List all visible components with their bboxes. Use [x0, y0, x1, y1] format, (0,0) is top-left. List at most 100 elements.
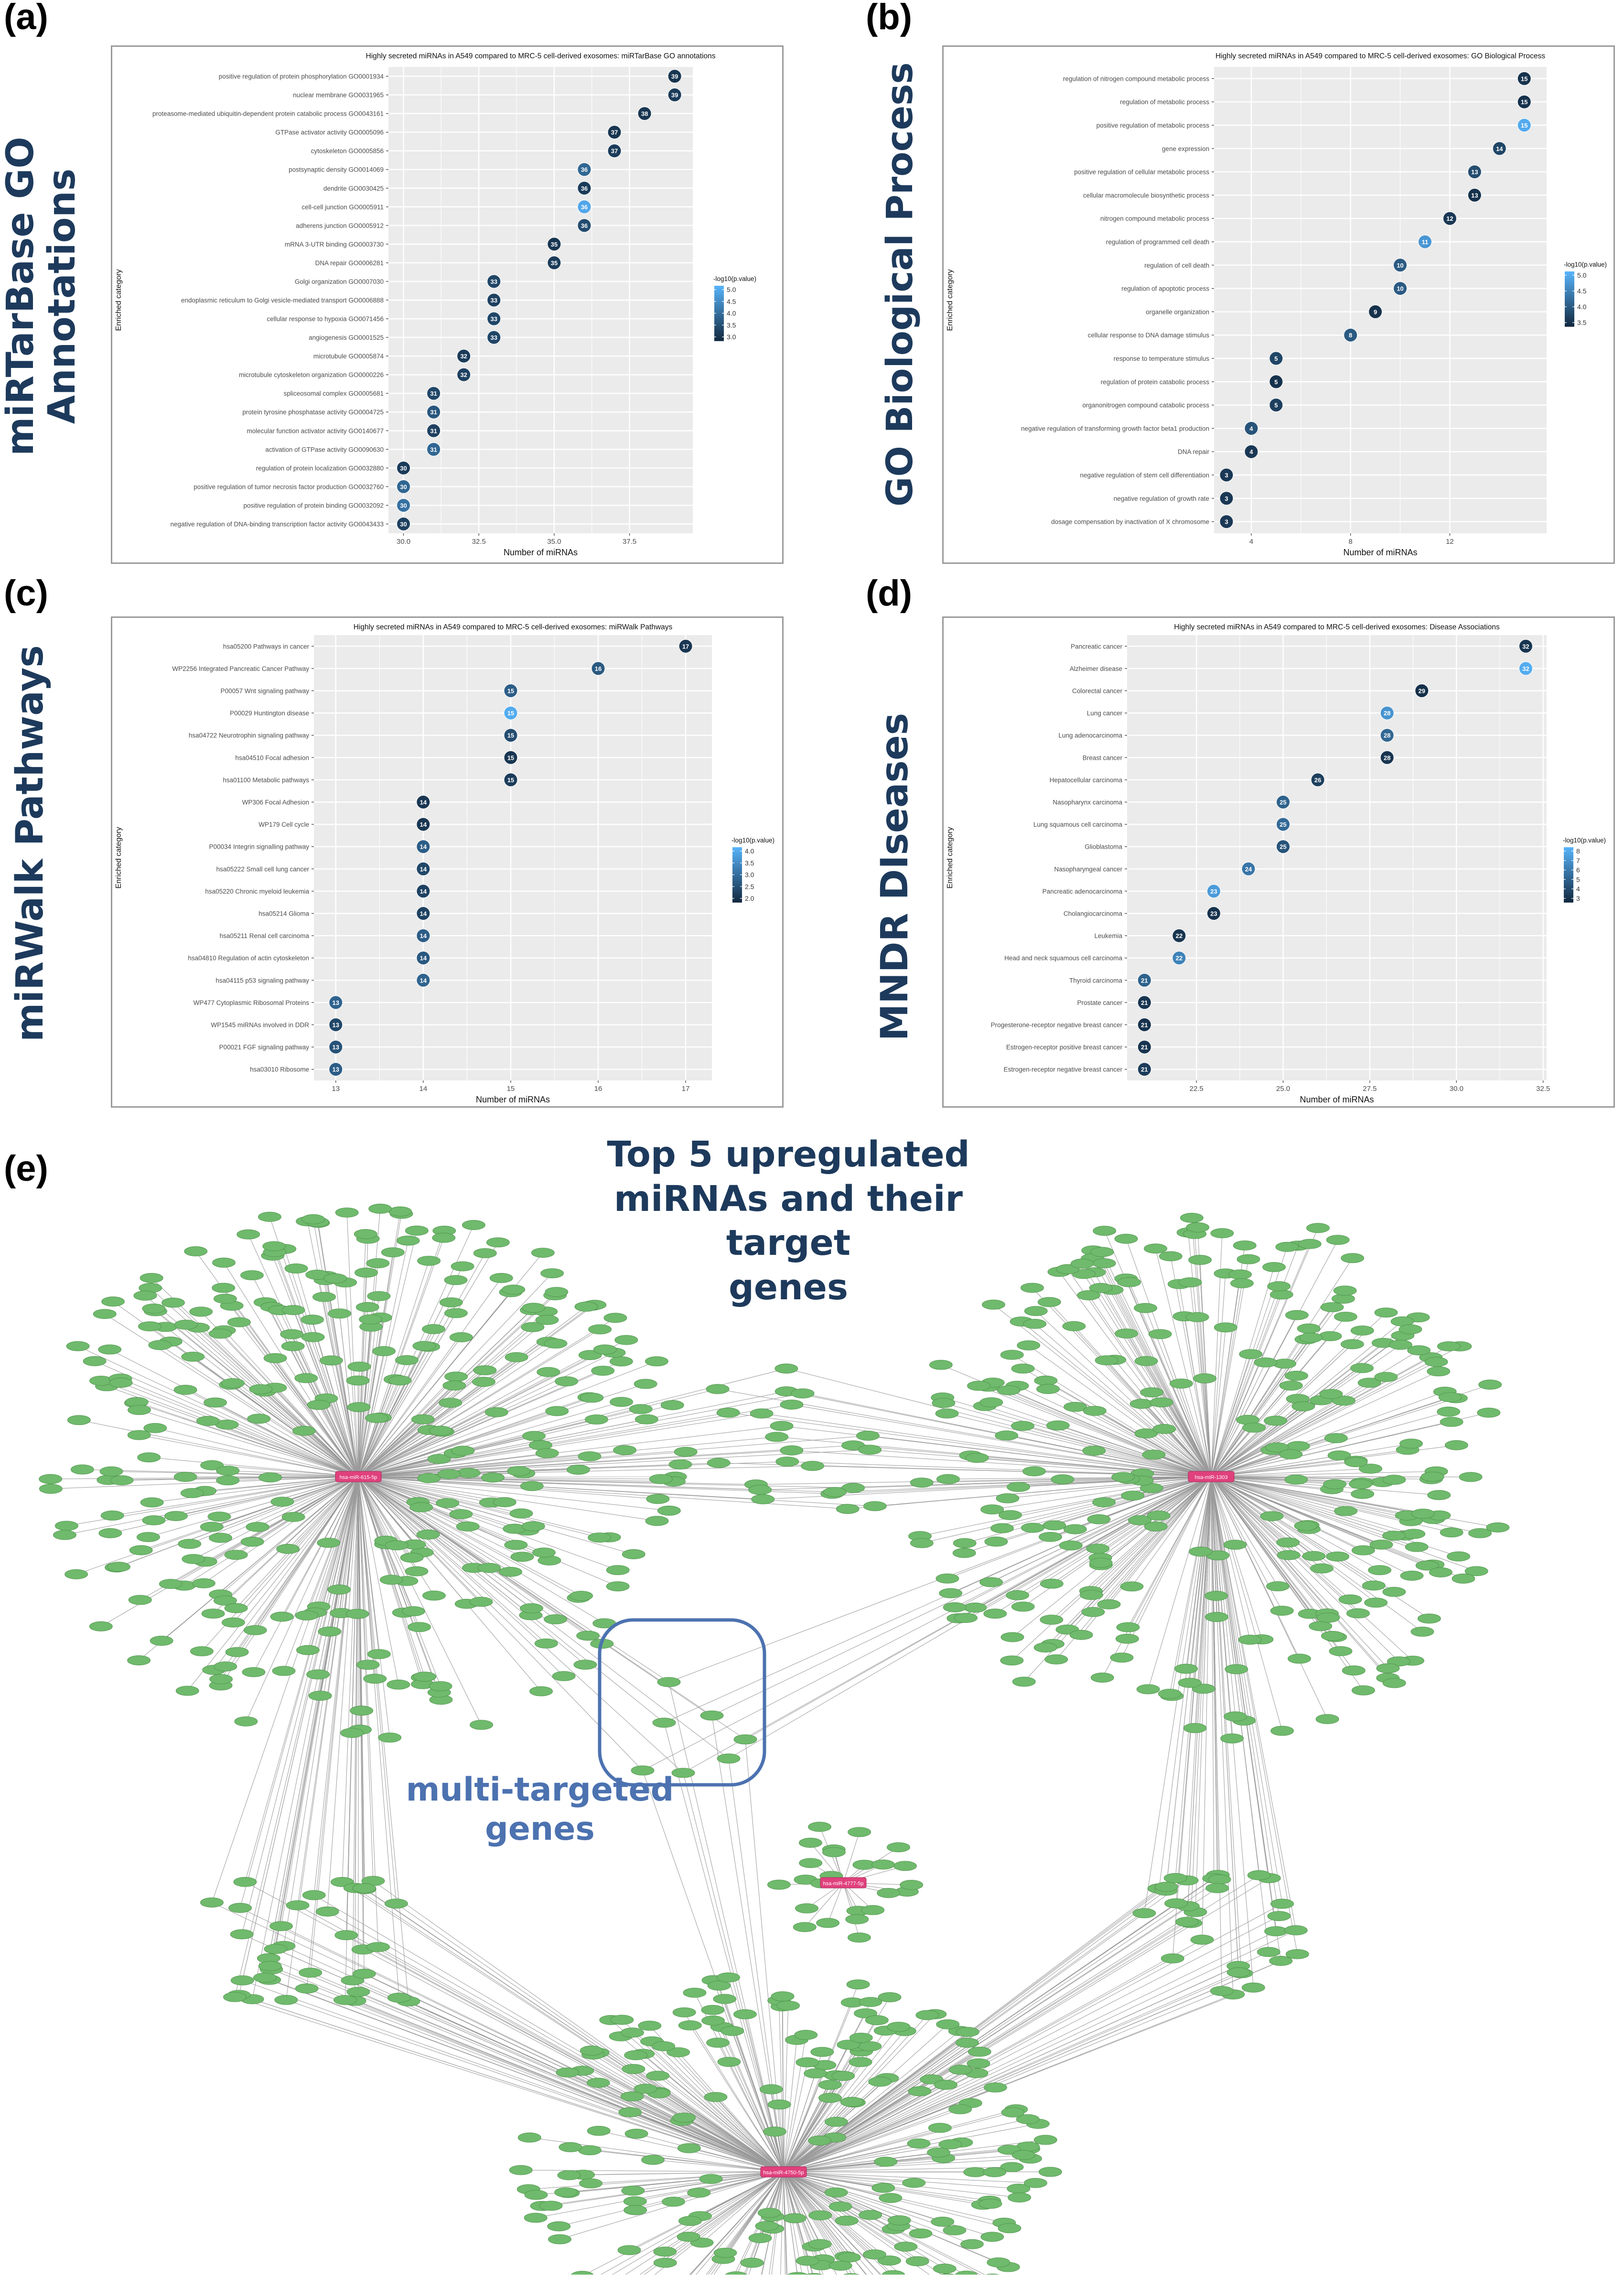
- gene-edge: [358, 1476, 875, 1507]
- data-point: [416, 906, 430, 920]
- category-label: positive regulation of tumor necrosis fa…: [194, 483, 384, 490]
- legend-color-step: [714, 313, 724, 316]
- legend-color-step: [1564, 854, 1573, 857]
- gene-node: [810, 2047, 834, 2057]
- gene-edge: [783, 2091, 920, 2172]
- gene-node: [301, 1315, 324, 1325]
- gene-node: [345, 1608, 369, 1619]
- gene-node: [763, 2126, 786, 2137]
- gene-edge: [1035, 1311, 1212, 1477]
- gene-node: [948, 2064, 972, 2075]
- gene-node: [180, 1488, 204, 1498]
- gene-node: [1043, 1520, 1066, 1531]
- gene-edge: [224, 1330, 359, 1477]
- gene-edge: [358, 1393, 803, 1477]
- gene-node: [841, 1483, 865, 1493]
- gene-edge: [373, 1880, 784, 2172]
- gene-edge: [274, 1246, 359, 1477]
- data-point: [504, 773, 518, 787]
- data-label: 14: [420, 910, 427, 917]
- gene-node: [748, 1485, 772, 1495]
- gene-node: [999, 1510, 1022, 1521]
- data-label: 37: [611, 148, 618, 155]
- gene-edge: [1032, 1287, 1212, 1477]
- gene-node: [938, 2139, 962, 2149]
- gene-node: [716, 1407, 740, 1418]
- data-point: [667, 88, 682, 102]
- gene-node: [1007, 1482, 1030, 1492]
- gene-node: [99, 1466, 123, 1477]
- gene-edge: [1211, 1274, 1241, 1477]
- gene-node: [1279, 1381, 1303, 1391]
- legend-color-step: [732, 895, 742, 898]
- gene-node: [808, 2210, 832, 2221]
- data-label: 33: [491, 278, 497, 285]
- data-point: [1517, 71, 1531, 86]
- gene-edge: [783, 2006, 789, 2172]
- data-point: [457, 367, 471, 382]
- gene-edge: [1211, 1443, 1411, 1477]
- data-label: 21: [1141, 1066, 1148, 1073]
- gene-node: [1294, 1521, 1318, 1531]
- gene-node: [1034, 1375, 1058, 1386]
- gene-edge: [783, 1965, 1238, 2172]
- gene-edge: [358, 1329, 600, 1477]
- gene-edge: [139, 1476, 359, 1661]
- gene-edge: [783, 2123, 1038, 2172]
- panel-c-letter: (c): [4, 573, 48, 614]
- gene-edge: [946, 1413, 1212, 1477]
- legend-color-step: [732, 877, 742, 880]
- gene-edge: [943, 1403, 1212, 1477]
- gene-node: [429, 1425, 452, 1436]
- chart-d-frame: Highly secreted miRNAs in A549 compared …: [942, 616, 1615, 1108]
- gene-node: [457, 1468, 481, 1478]
- gene-node: [164, 1511, 188, 1521]
- gene-edge: [246, 1476, 359, 1722]
- category-label: DNA repair: [1178, 448, 1210, 455]
- gene-edge: [1211, 1391, 1445, 1477]
- data-point: [667, 69, 682, 84]
- gene-node: [276, 1543, 300, 1554]
- gene-node: [107, 1562, 130, 1572]
- gene-edge: [358, 1278, 502, 1477]
- gene-edge: [688, 2171, 784, 2237]
- gene-edge: [1032, 1476, 1212, 1528]
- gene-edge: [306, 1378, 359, 1477]
- gene-edge: [240, 1908, 784, 2172]
- gene-node: [717, 1753, 741, 1764]
- category-label: spliceosomal complex GO0005681: [284, 390, 384, 397]
- legend-color-step: [1564, 858, 1573, 862]
- gene-node: [544, 1338, 568, 1349]
- gene-edge: [238, 1476, 359, 1995]
- category-label: microtubule GO0005874: [313, 353, 384, 360]
- legend-color-step: [1565, 308, 1574, 311]
- gene-node: [808, 2136, 831, 2146]
- gene-node: [706, 1384, 730, 1394]
- gene-node: [416, 1529, 440, 1540]
- gene-edge: [786, 1368, 1212, 1477]
- gene-node: [225, 1647, 249, 1657]
- gene-node: [856, 1431, 880, 1441]
- gene-node: [489, 1273, 513, 1283]
- gene-node: [67, 1415, 91, 1425]
- gene-edge: [358, 1317, 616, 1477]
- legend-color-step: [732, 847, 742, 850]
- data-label: 14: [420, 977, 427, 984]
- gene-node: [963, 1602, 987, 1613]
- gene-node: [509, 2165, 533, 2175]
- network-title-line2: miRNAs and their target: [614, 1178, 963, 1264]
- gene-edge: [313, 1895, 784, 2172]
- x-tick-label: 37.5: [623, 538, 636, 546]
- gene-node: [1349, 1479, 1373, 1489]
- gene-edge: [1034, 1324, 1212, 1477]
- gene-node: [1291, 1401, 1315, 1412]
- gene-node: [1276, 1537, 1300, 1548]
- category-label: Nasopharyngeal cancer: [1054, 865, 1122, 873]
- category-label: cellular macromolecule biosynthetic proc…: [1083, 192, 1209, 199]
- gene-node: [683, 1987, 707, 1998]
- gene-node: [133, 1290, 157, 1301]
- gene-edge: [1169, 1476, 1212, 1694]
- data-point: [1517, 118, 1531, 132]
- gene-node: [66, 1341, 90, 1351]
- gene-edge: [185, 1324, 359, 1477]
